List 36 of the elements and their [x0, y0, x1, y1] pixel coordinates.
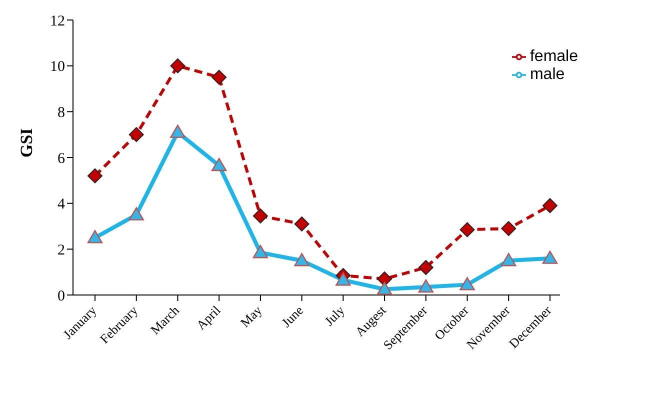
- point: [336, 272, 351, 286]
- point: [418, 279, 434, 293]
- point: [252, 245, 268, 258]
- point: [252, 208, 268, 224]
- legend-label: male: [530, 66, 565, 83]
- point: [542, 198, 558, 214]
- y-tick-label: 12: [50, 13, 65, 30]
- x-tick-label: July: [321, 302, 348, 329]
- y-tick-label: 4: [58, 196, 66, 213]
- point: [88, 168, 102, 184]
- y-axis-title: GSI: [17, 128, 36, 158]
- point: [377, 271, 392, 286]
- y-tick-label: 2: [58, 242, 65, 258]
- point: [418, 260, 434, 275]
- point: [170, 124, 186, 138]
- point: [87, 230, 103, 244]
- point: [212, 70, 227, 85]
- point: [294, 253, 310, 266]
- y-tick-label: 10: [50, 59, 65, 76]
- point: [542, 250, 558, 264]
- point: [128, 207, 144, 220]
- point: [501, 253, 516, 266]
- legend-label: female: [530, 48, 578, 65]
- x-tick-label: June: [278, 302, 306, 330]
- point: [211, 158, 227, 172]
- point: [501, 221, 516, 236]
- y-tick-label: 8: [58, 104, 65, 121]
- point: [170, 58, 186, 74]
- x-tick-label: May: [237, 302, 266, 330]
- point: [460, 277, 475, 290]
- point: [376, 282, 392, 295]
- y-tick-label: 0: [58, 288, 65, 304]
- point: [294, 216, 310, 232]
- point: [128, 127, 144, 142]
- y-tick-label: 6: [58, 150, 66, 167]
- point: [460, 222, 475, 238]
